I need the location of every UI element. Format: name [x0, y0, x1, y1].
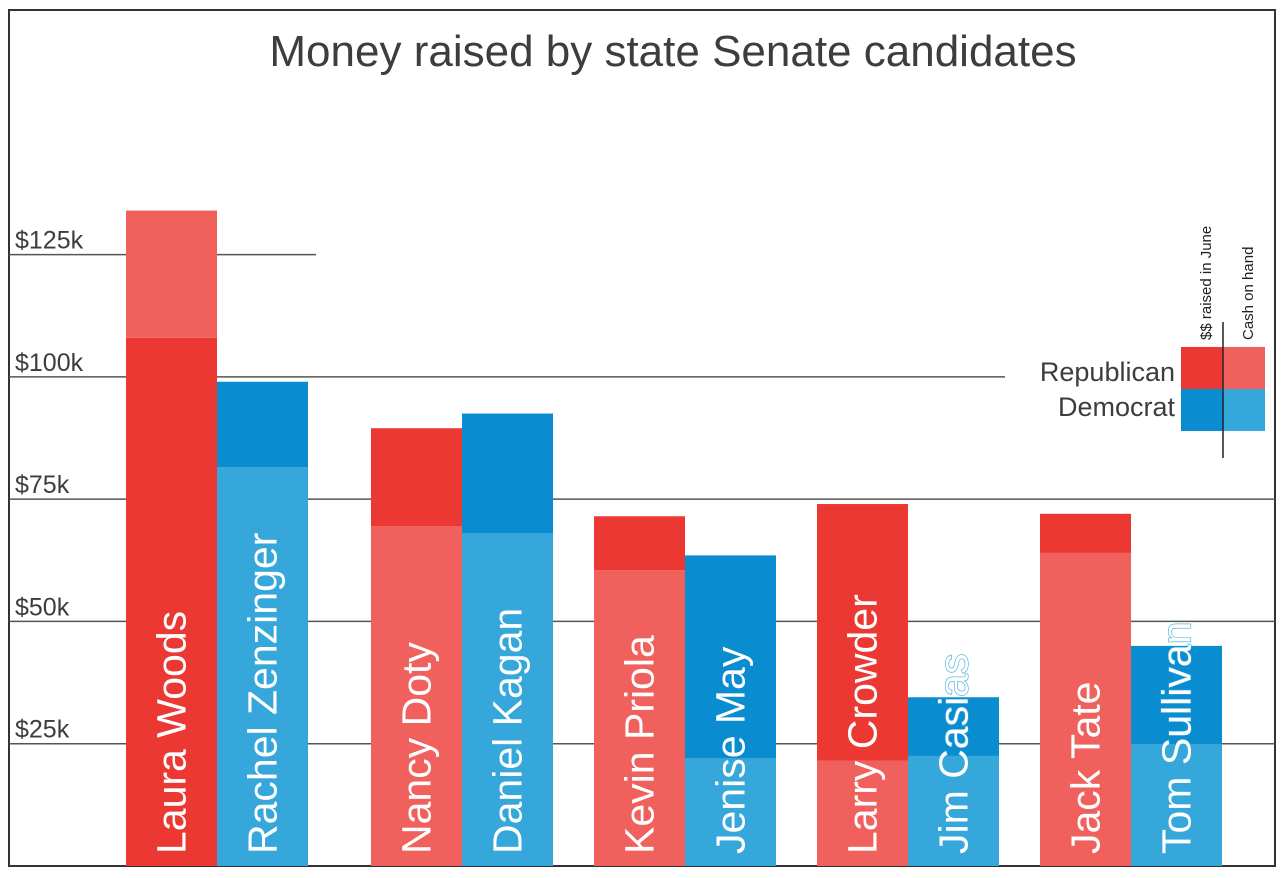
cash-on-hand-segment [1040, 552, 1131, 866]
candidate-name-label: Laura Woods [149, 611, 195, 854]
legend-swatch-democrat-cash [1223, 389, 1265, 431]
june-raised-segment [594, 516, 685, 571]
legend-swatch-democrat-june [1181, 389, 1223, 431]
candidate-name-label: Daniel Kagan [485, 608, 531, 854]
candidate-name-label: Nancy Doty [394, 642, 440, 854]
cash-on-hand-segment [217, 467, 308, 866]
june-raised-segment [685, 555, 776, 759]
legend-row-democrat: Democrat [1058, 392, 1176, 422]
y-tick-label: $25k [15, 716, 70, 744]
bars: Laura Woods Rachel Zenzinger Nancy Doty Dan… [126, 210, 1222, 866]
cash-on-hand-segment [908, 755, 999, 866]
chart-title: Money raised by state Senate candidates [269, 27, 1076, 76]
candidate-bar: Jim Casias [908, 653, 999, 866]
june-raised-segment [1040, 513, 1131, 553]
candidate-bar: Nancy Doty [371, 428, 462, 866]
cash-on-hand-segment [594, 570, 685, 866]
y-tick-label: $100k [15, 349, 84, 377]
legend-swatch-republican-cash [1223, 347, 1265, 389]
y-tick-label: $75k [15, 471, 70, 499]
june-raised-segment [1131, 645, 1222, 744]
legend: $$ raised in June Cash on hand Republica… [1040, 226, 1265, 458]
candidate-name-label: Kevin Priola [617, 635, 663, 854]
legend-row-republican: Republican [1040, 357, 1175, 387]
candidate-name-label: Rachel Zenzinger [240, 533, 286, 854]
candidate-bar: Kevin Priola [594, 516, 685, 866]
june-raised-segment [217, 381, 308, 468]
candidate-bar: Daniel Kagan [462, 413, 553, 866]
candidate-name-label: Jack Tate [1063, 682, 1109, 854]
cash-on-hand-segment [126, 210, 217, 338]
cash-on-hand-segment [685, 758, 776, 866]
candidate-bar: Rachel Zenzinger [217, 381, 308, 866]
cash-on-hand-segment [462, 533, 553, 866]
cash-on-hand-segment [817, 760, 908, 866]
june-raised-segment [126, 337, 217, 866]
candidate-bar: Jenise May [685, 555, 776, 866]
candidate-bar: Tom Sullivan [1131, 621, 1222, 866]
y-axis-ticks: $25k $50k $75k $100k $125k [15, 227, 84, 744]
candidate-name-label: Larry Crowder [840, 594, 886, 854]
candidate-name-label: Jim Casias [931, 654, 977, 854]
y-tick-label: $125k [15, 227, 84, 255]
candidate-bar: Jack Tate [1040, 513, 1131, 866]
june-raised-segment [817, 504, 908, 761]
candidate-bar: Laura Woods [126, 210, 217, 866]
june-raised-segment [908, 697, 999, 756]
legend-swatch-republican-june [1181, 347, 1223, 389]
cash-on-hand-segment [371, 526, 462, 866]
candidate-name-label: Jenise May [708, 646, 754, 854]
legend-column-cash: Cash on hand [1240, 247, 1257, 340]
cash-on-hand-segment [1131, 743, 1222, 866]
june-raised-segment [371, 428, 462, 527]
y-tick-label: $50k [15, 593, 70, 621]
legend-column-june: $$ raised in June [1198, 226, 1215, 340]
candidate-bar: Larry Crowder [817, 504, 908, 866]
candidate-name-label: Tom Sullivan [1154, 622, 1200, 854]
june-raised-segment [462, 413, 553, 534]
